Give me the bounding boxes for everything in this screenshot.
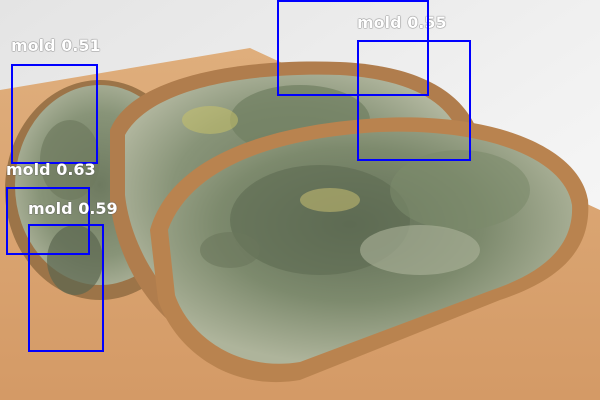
detection-score: 0.51 — [61, 36, 101, 55]
detection-class: mold — [357, 13, 402, 32]
detection-label: mold 0.55 — [357, 14, 447, 32]
detection-score: 0.55 — [407, 13, 447, 32]
detection-box — [277, 0, 429, 96]
detection-class: mold — [28, 199, 73, 218]
detection-label: mold 0.51 — [11, 37, 101, 55]
bread-slice-front — [150, 117, 589, 383]
detection-label: mold 0.59 — [28, 200, 118, 218]
detection-class: mold — [11, 36, 56, 55]
detection-box — [357, 40, 471, 161]
detection-label: mold 0.63 — [6, 161, 96, 179]
detection-box — [28, 224, 104, 352]
detection-score: 0.63 — [56, 160, 96, 179]
detection-score: 0.59 — [78, 199, 118, 218]
detection-class: mold — [6, 160, 51, 179]
detection-box — [11, 64, 98, 164]
detection-box — [6, 187, 90, 255]
